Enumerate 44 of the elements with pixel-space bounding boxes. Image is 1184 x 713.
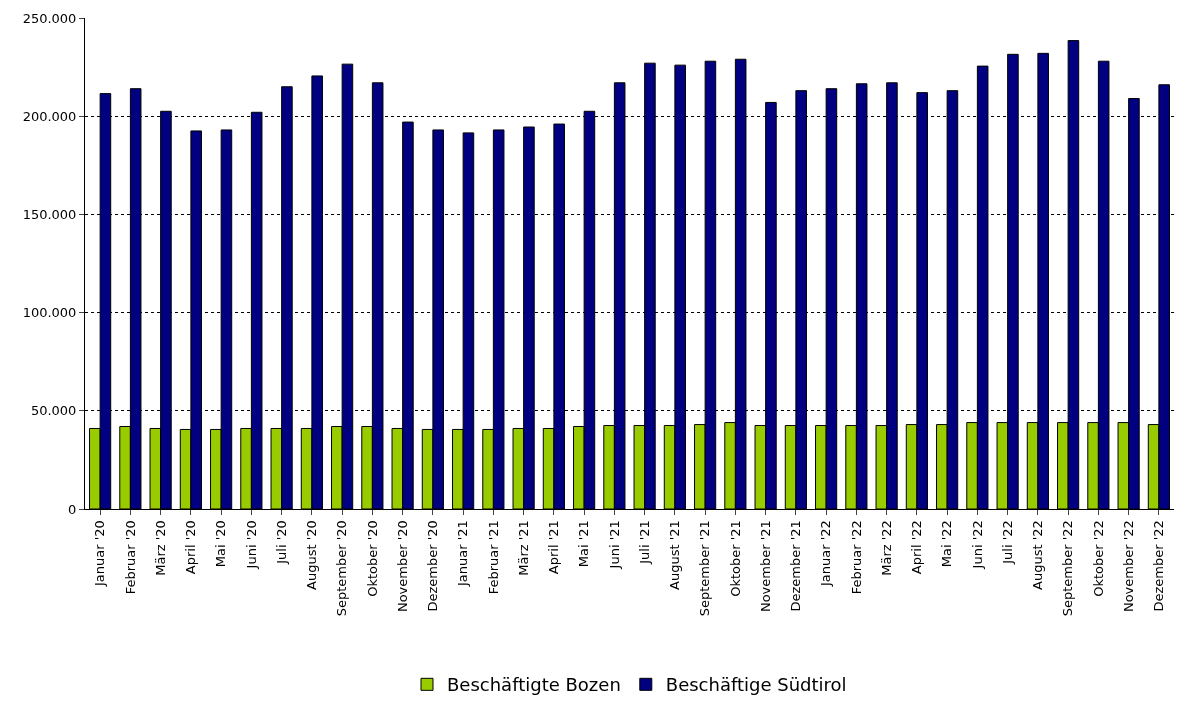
x-tick-label: Mai '22 — [939, 520, 955, 568]
x-tick-label: Juni '20 — [243, 520, 259, 570]
y-tick-label: 50.000 — [30, 403, 77, 419]
x-tick-label: Dezember '22 — [1151, 520, 1167, 612]
y-tick-label: 100.000 — [22, 305, 77, 321]
x-tick-label: Januar '20 — [92, 520, 108, 588]
x-tick-label: September '22 — [1060, 520, 1076, 617]
x-tick-label: Juli '20 — [273, 520, 289, 565]
x-tick-label: Juni '21 — [606, 520, 622, 570]
x-tick-label: Oktober '22 — [1090, 520, 1106, 597]
x-tick-label: August '22 — [1030, 520, 1046, 590]
x-tick-label: Juli '22 — [999, 520, 1015, 565]
x-tick-label: Juni '22 — [969, 520, 985, 570]
x-tick-label: Februar '21 — [485, 520, 501, 595]
x-tick-label: Mai '20 — [213, 520, 229, 568]
x-tick-label: August '20 — [304, 520, 320, 590]
x-tick-label: November '20 — [394, 520, 410, 613]
x-tick-label: April '22 — [909, 520, 925, 575]
y-tick-label: 250.000 — [22, 10, 77, 26]
x-tick-label: Februar '20 — [122, 520, 138, 595]
x-tick-label: Oktober '21 — [727, 520, 743, 597]
x-tick-label: Juli '21 — [636, 520, 652, 565]
x-tick-label: August '21 — [667, 520, 683, 590]
x-tick-label: März '22 — [878, 520, 894, 576]
x-tick-label: Dezember '21 — [788, 520, 804, 612]
legend-label: Beschäftige Südtirol — [665, 674, 847, 696]
x-tick-label: Mai '21 — [576, 520, 592, 568]
x-tick-label: November '21 — [757, 520, 773, 613]
y-tick-label: 200.000 — [22, 108, 77, 124]
x-tick-label: Februar '22 — [848, 520, 864, 595]
x-tick-label: November '22 — [1120, 520, 1136, 613]
legend-label: Beschäftigte Bozen — [447, 674, 621, 696]
x-tick-label: September '21 — [697, 520, 713, 617]
x-tick-label: Dezember '20 — [425, 520, 441, 612]
x-tick-label: März '20 — [152, 520, 168, 576]
x-tick-label: April '20 — [183, 520, 199, 575]
x-tick-label: September '20 — [334, 520, 350, 617]
y-tick-label: 0 — [68, 501, 77, 517]
x-tick-label: April '21 — [546, 520, 562, 575]
x-tick-label: März '21 — [515, 520, 531, 576]
x-tick-label: Januar '22 — [818, 520, 834, 588]
x-tick-label: Januar '21 — [455, 520, 471, 588]
x-tick-label: Oktober '20 — [364, 520, 380, 597]
y-tick-label: 150.000 — [22, 206, 77, 222]
